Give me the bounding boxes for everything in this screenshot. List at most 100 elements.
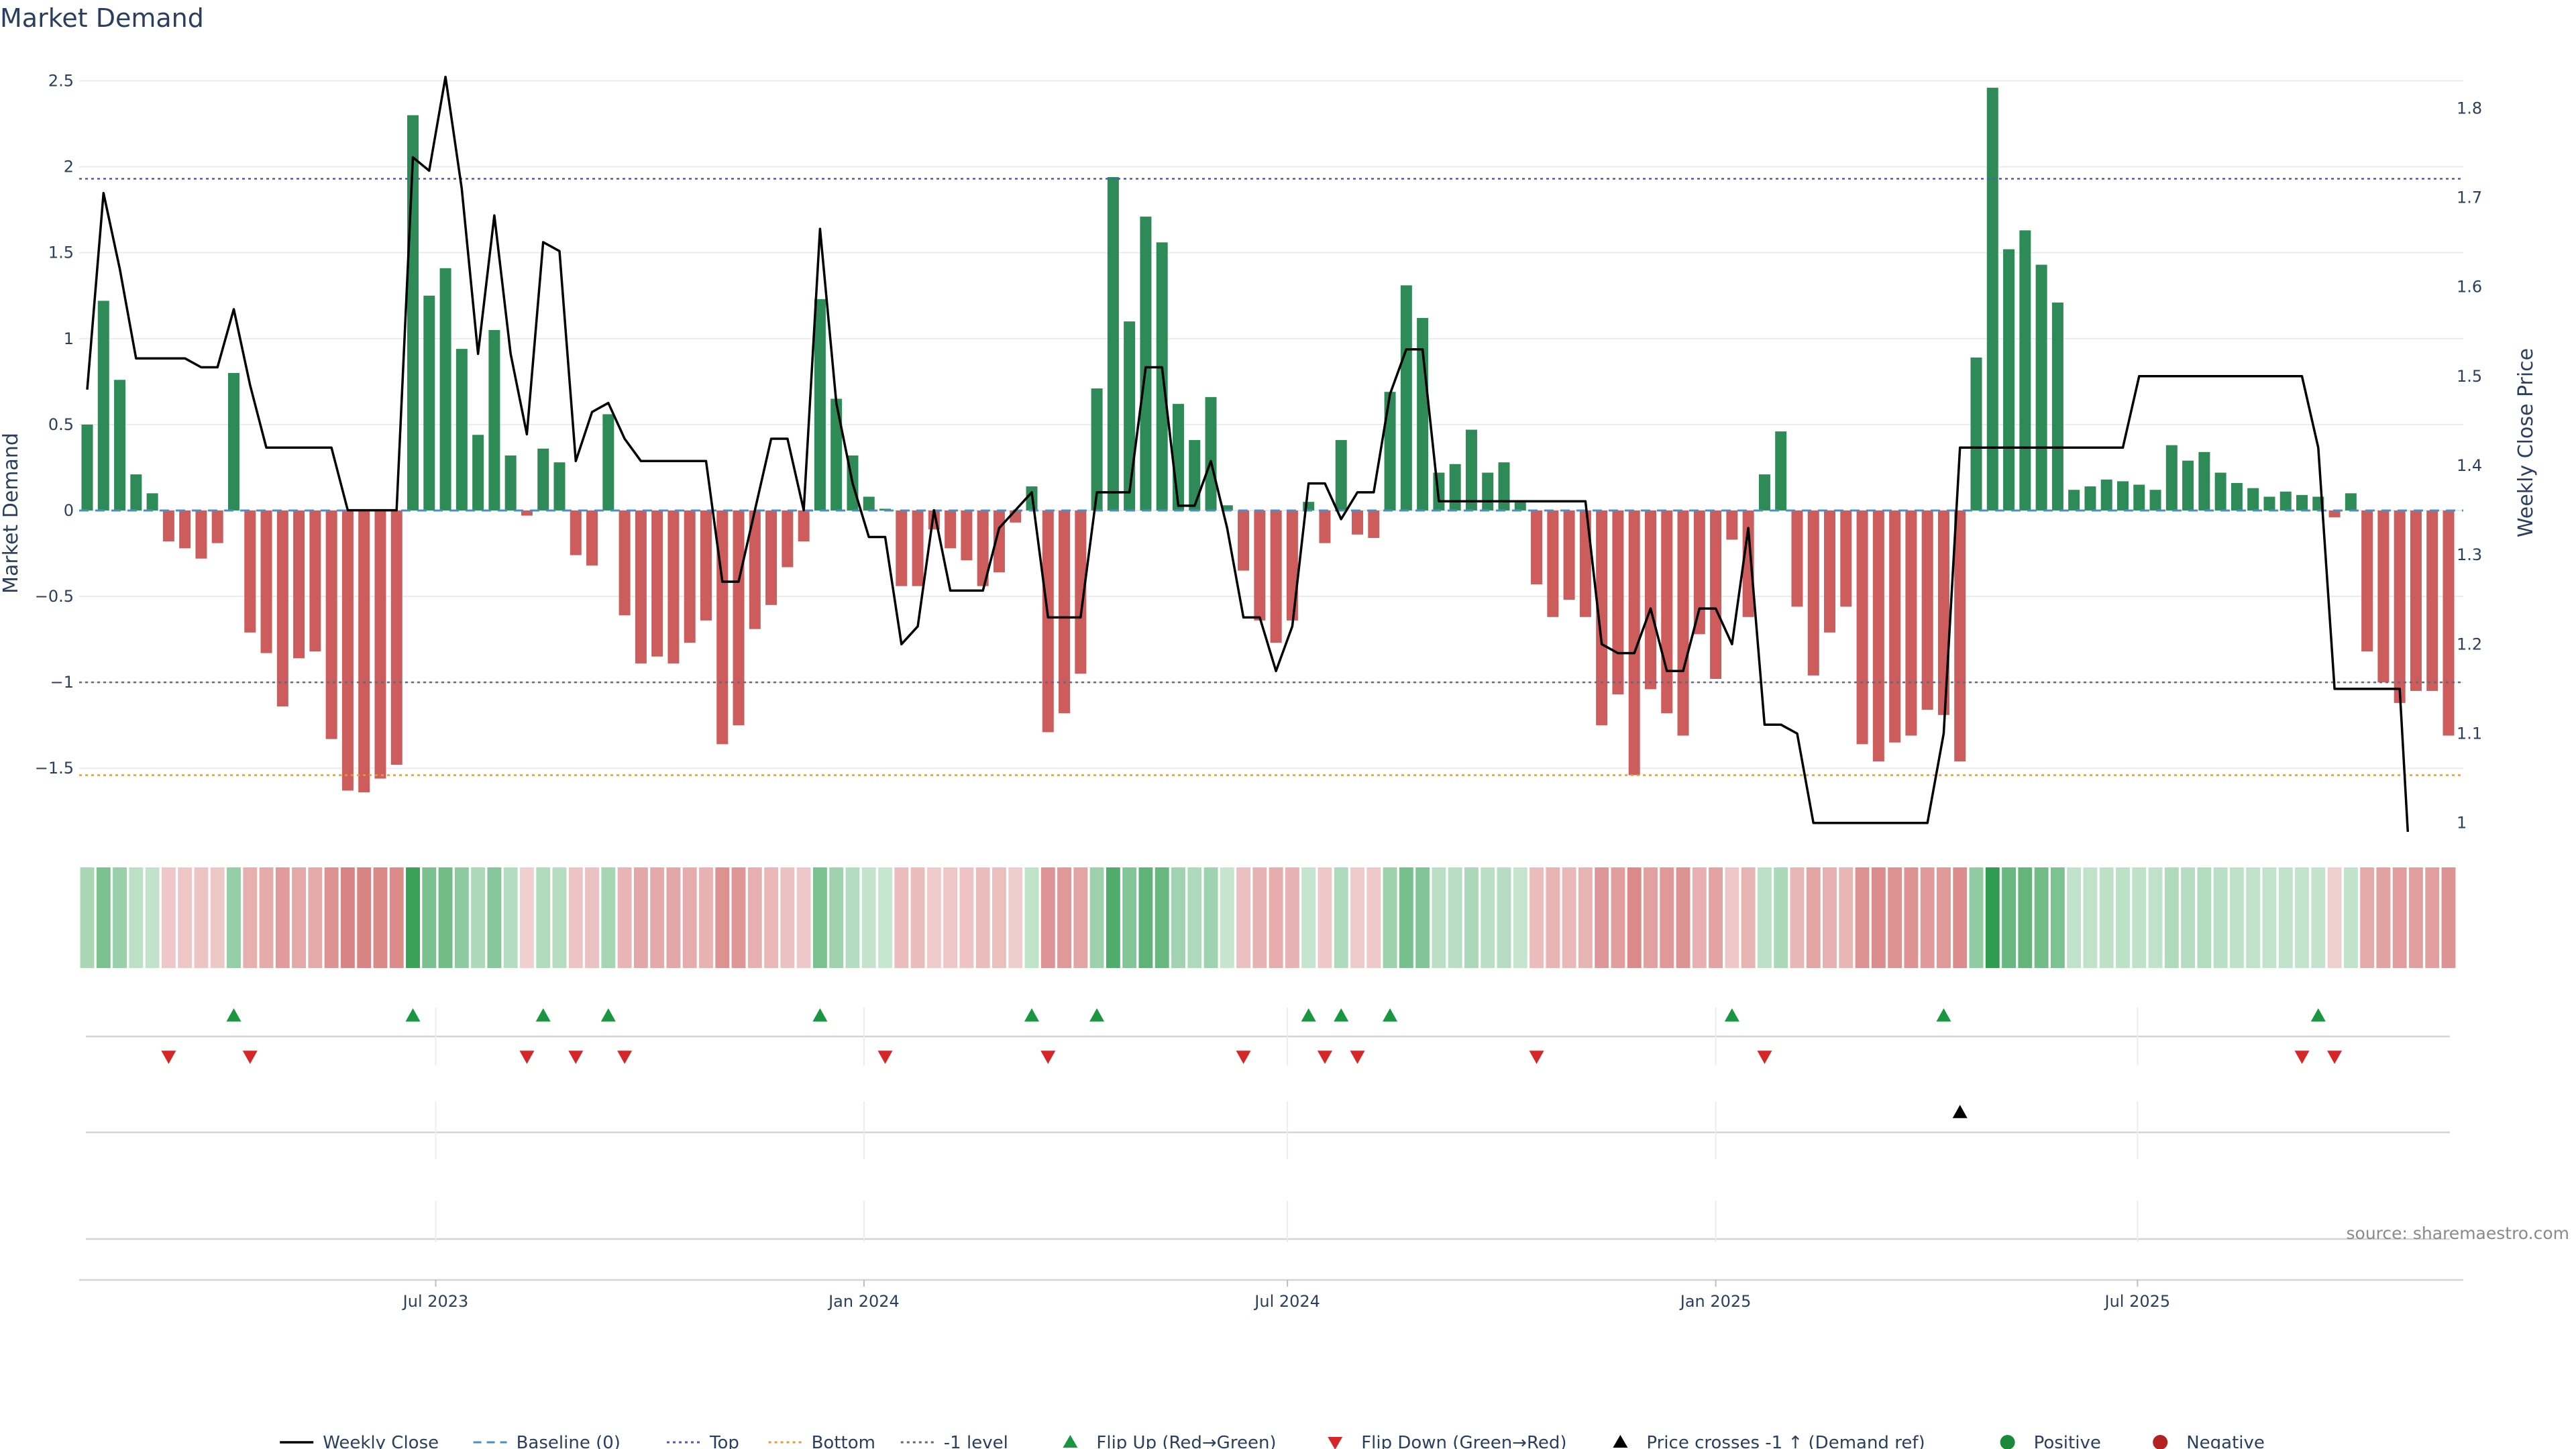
y2-tick-label: 1.3 [2457,545,2482,564]
strip-cell-positive [1138,867,1153,968]
strip-cell-positive [861,867,876,968]
y-tick-label: −1.5 [35,759,74,777]
strip-cell-positive [1985,867,2000,968]
demand-bar-negative [1840,510,1852,607]
demand-bar-negative [798,510,810,542]
demand-bar-positive [1384,392,1396,511]
legend-item: Baseline (0) [473,1433,621,1449]
demand-bar-positive [1449,464,1461,511]
demand-bar-negative [2443,510,2455,736]
demand-bar-negative [782,510,794,568]
strip-cell-negative [1937,867,1951,968]
strip-cell-negative [243,867,258,968]
demand-bar-positive [423,295,435,511]
strip-cell-positive [2132,867,2147,968]
x-tick-label: Jan 2024 [827,1292,900,1311]
legend-label: Negative [2186,1433,2265,1449]
demand-bar-positive [1091,388,1103,511]
demand-bar-negative [1563,510,1575,600]
cross-up-marker [1952,1105,1968,1118]
demand-bar-positive [1172,404,1184,511]
chart-title: Market Demand [0,3,204,33]
x-tick-label: Jul 2024 [1253,1292,1320,1311]
demand-bar-negative [1010,510,1022,523]
legend-swatch-circle [2000,1435,2015,1449]
demand-bar-positive [227,373,239,511]
strip-cell-negative [1953,867,1968,968]
flip-down-marker [1317,1051,1332,1064]
flip-up-marker [226,1008,241,1022]
strip-cell-negative [292,867,307,968]
strip-cell-positive [2002,867,2016,968]
strip-cell-negative [1790,867,1805,968]
strip-cell-negative [1366,867,1381,968]
strip-cell-positive [878,867,892,968]
y2-tick-label: 1 [2457,814,2467,833]
strip-cell-positive [1774,867,1788,968]
flip-markers [161,1008,2343,1118]
strip-cell-negative [1823,867,1837,968]
demand-bar-positive [1775,431,1787,511]
flip-up-marker [600,1008,616,1022]
strip-cell-negative [1595,867,1609,968]
demand-bar-positive [1124,321,1136,511]
legend-label: Baseline (0) [517,1433,621,1449]
strip-cell-negative [1660,867,1674,968]
strip-cell-positive [2099,867,2114,968]
y-tick-labels: 2.5 2 1.5 1 0.5 0 −0.5 −1 −1.5 [35,71,74,777]
demand-bar-negative [586,510,598,566]
flip-up-marker [405,1008,421,1022]
demand-bar-positive [2279,491,2292,511]
demand-bar-positive [602,414,614,511]
strip-cell-positive [1432,867,1446,968]
demand-bar-positive [2345,493,2357,511]
demand-bar-positive [814,299,826,511]
strip-cell-negative [1888,867,1902,968]
strip-cell-negative [992,867,1006,968]
flip-down-marker [568,1051,584,1064]
strip-cell-positive [1481,867,1495,968]
strip-cell-negative [1692,867,1707,968]
flip-down-marker [1236,1051,1251,1064]
strip-cell-positive [552,867,567,968]
demand-bars [81,87,2455,793]
strip-cell-positive [454,867,469,968]
strip-cell-negative [308,867,323,968]
demand-bar-negative [521,510,533,516]
demand-bar-positive [472,435,484,511]
demand-bar-positive [2182,460,2194,511]
strip-cell-positive [1448,867,1462,968]
strip-cell-positive [1155,867,1169,968]
strip-cell-negative [699,867,713,968]
strip-cell-positive [1187,867,1202,968]
strip-cell-positive [471,867,486,968]
demand-bar-negative [1579,510,1591,617]
strip-cell-negative [161,867,176,968]
strip-cell-positive [2213,867,2228,968]
legend-item: Positive [2000,1433,2101,1449]
y-tick-label: 1.5 [48,244,74,262]
demand-bar-positive [455,349,468,511]
demand-bar-negative [2394,510,2406,703]
demand-bar-positive [1140,216,1152,511]
demand-bar-positive [1221,505,1233,511]
demand-bar-negative [276,510,288,706]
strip-cell-positive [2083,867,2098,968]
strip-cell-positive [2197,867,2212,968]
demand-bar-positive [1465,429,1477,511]
demand-bar-negative [179,510,191,549]
demand-bar-negative [1905,510,1917,736]
flip-down-marker [1040,1051,1056,1064]
strip-cell-positive [601,867,616,968]
strip-cell-negative [731,867,746,968]
strip-cell-negative [633,867,648,968]
flip-up-marker [1024,1008,1039,1022]
strip-cell-negative [2441,867,2456,968]
strip-cell-positive [1024,867,1039,968]
demand-bar-negative [1254,510,1266,621]
strip-cell-positive [80,867,95,968]
strip-cell-positive [129,867,144,968]
strip-cell-positive [2278,867,2293,968]
strip-cell-negative [324,867,339,968]
